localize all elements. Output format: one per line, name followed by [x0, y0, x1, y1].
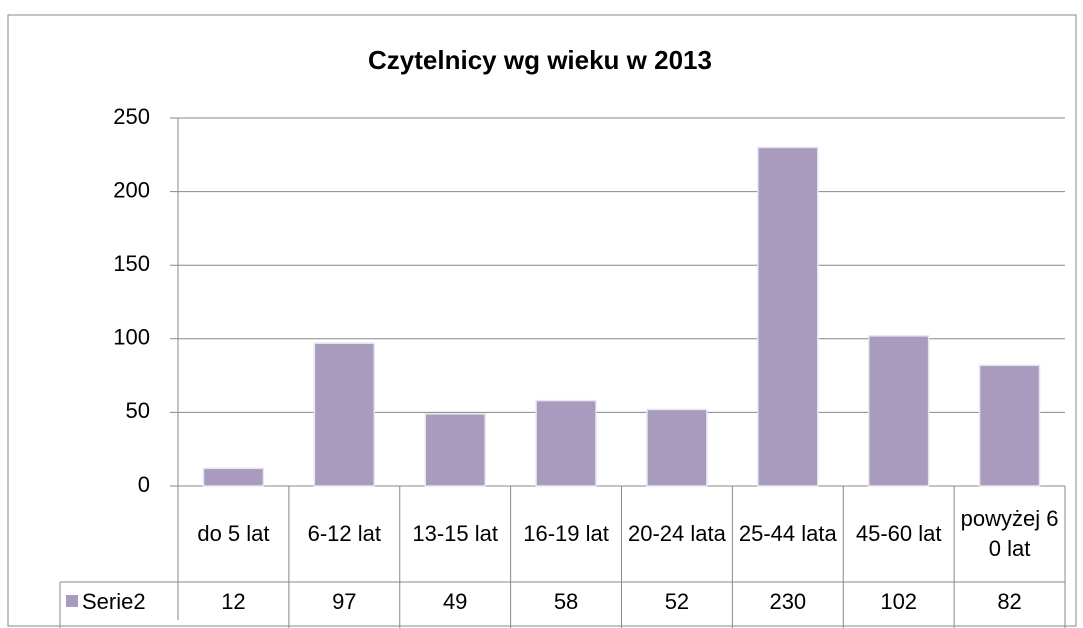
- bar: [202, 467, 265, 487]
- y-tick-label: 0: [138, 472, 150, 497]
- legend-label: Serie2: [82, 589, 146, 614]
- x-tick-label: powyżej 60 lat: [960, 506, 1059, 561]
- bar: [868, 335, 930, 487]
- bar: [424, 413, 486, 487]
- bar: [535, 399, 597, 487]
- x-tick-label: 20-24 lata: [628, 521, 726, 546]
- x-tick-label-box: 25-44 lata: [738, 521, 837, 546]
- bar: [646, 408, 708, 487]
- bar: [978, 364, 1041, 487]
- table-value: 52: [665, 589, 689, 614]
- x-tick-label: do 5 lat: [197, 521, 270, 546]
- y-tick-label: 250: [113, 104, 150, 129]
- x-tick-label: 25-44 lata: [738, 521, 837, 546]
- x-tick-label: 45-60 lat: [855, 521, 942, 546]
- chart-border: [7, 14, 1077, 627]
- table-value: 58: [554, 589, 578, 614]
- table-value: 97: [332, 589, 356, 614]
- x-tick-label-box: 45-60 lat: [855, 521, 942, 546]
- y-tick-label: 200: [113, 177, 150, 202]
- bar: [757, 146, 819, 487]
- x-tick-label-box: powyżej 60 lat: [960, 506, 1059, 561]
- table-value: 102: [880, 589, 917, 614]
- x-tick-label-box: 13-15 lat: [412, 521, 498, 546]
- table-value: 12: [221, 589, 245, 614]
- x-tick-label: 6-12 lat: [307, 521, 381, 546]
- x-tick-label-box: 6-12 lat: [307, 521, 381, 546]
- y-tick-label: 100: [113, 325, 150, 350]
- x-tick-label: 13-15 lat: [412, 521, 498, 546]
- y-tick-label: 150: [113, 251, 150, 276]
- x-tick-label-box: 16-19 lat: [523, 521, 609, 546]
- legend-swatch: [66, 595, 78, 607]
- x-tick-label-box: 20-24 lata: [628, 521, 726, 546]
- table-value: 230: [769, 589, 806, 614]
- bar: [313, 342, 375, 487]
- table-value: 49: [443, 589, 467, 614]
- y-tick-label: 50: [126, 398, 150, 423]
- x-tick-label-box: do 5 lat: [197, 521, 270, 546]
- table-value: 82: [997, 589, 1021, 614]
- chart-title: Czytelnicy wg wieku w 2013: [368, 45, 712, 75]
- x-tick-label: 16-19 lat: [523, 521, 609, 546]
